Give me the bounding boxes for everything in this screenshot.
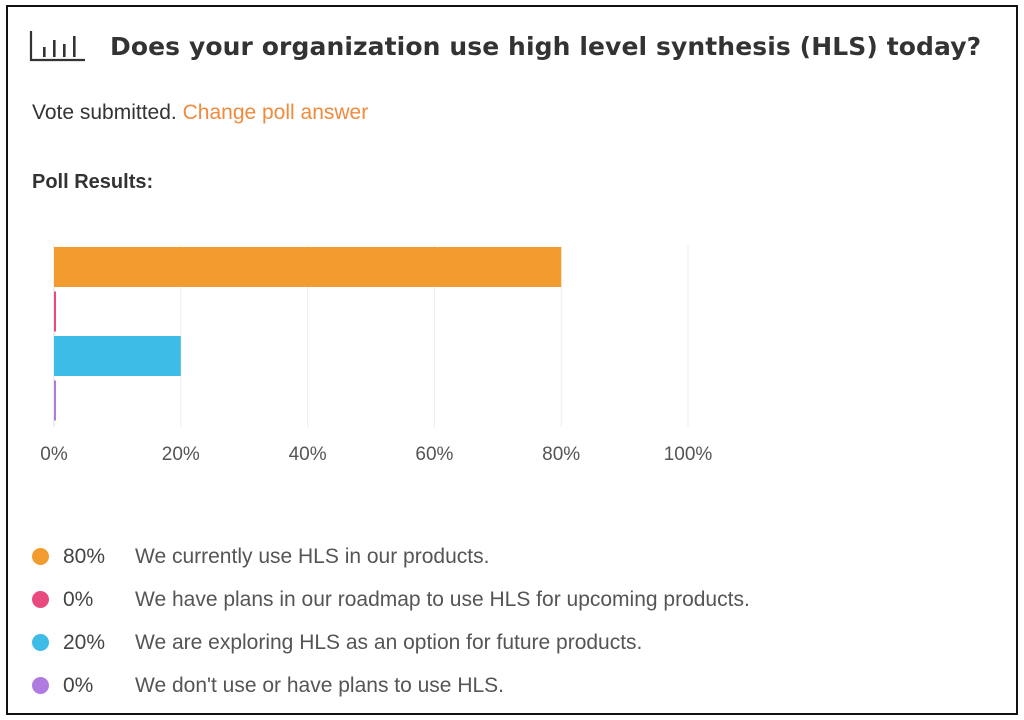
results-heading: Poll Results: [32,171,154,193]
x-tick-label: 0% [40,444,68,465]
x-tick-label: 100% [664,444,713,465]
results-chart: 0% 20% 40% 60% 80% 100% [40,245,713,465]
legend-item: 0% We don't use or have plans to use HLS… [32,664,750,707]
legend-percent: 20% [63,630,106,654]
legend-label: We are exploring HLS as an option for fu… [135,630,643,654]
bar [54,380,56,421]
legend-dot [32,677,49,694]
poll-title: Does your organization use high level sy… [110,31,982,61]
legend-dot [32,548,49,565]
vote-status: Vote submitted. Change poll answer [32,101,368,125]
x-tick-label: 20% [162,444,200,465]
vote-status-text: Vote submitted. [32,101,177,124]
x-tick-label: 80% [542,444,580,465]
legend-percent: 80% [63,544,106,568]
legend-label: We have plans in our roadmap to use HLS … [135,587,750,611]
legend-item: 80% We currently use HLS in our products… [32,535,750,578]
legend-label: We don't use or have plans to use HLS. [135,673,505,697]
legend-percent: 0% [63,587,94,611]
legend-percent: 0% [63,673,94,697]
poll-header: Does your organization use high level sy… [28,29,981,63]
results-legend: 80% We currently use HLS in our products… [32,535,750,707]
legend-dot [32,591,49,608]
legend-label: We currently use HLS in our products. [135,544,490,568]
x-tick-label: 40% [289,444,327,465]
bar [54,247,562,287]
legend-item: 0% We have plans in our roadmap to use H… [32,578,750,621]
change-poll-answer-link[interactable]: Change poll answer [182,101,369,124]
bar [54,291,56,332]
x-tick-label: 60% [415,444,453,465]
legend-dot [32,634,49,651]
bar-chart-icon [29,31,85,62]
bar [54,336,181,376]
poll-card: Does your organization use high level sy… [6,5,1018,715]
legend-item: 20% We are exploring HLS as an option fo… [32,621,750,664]
